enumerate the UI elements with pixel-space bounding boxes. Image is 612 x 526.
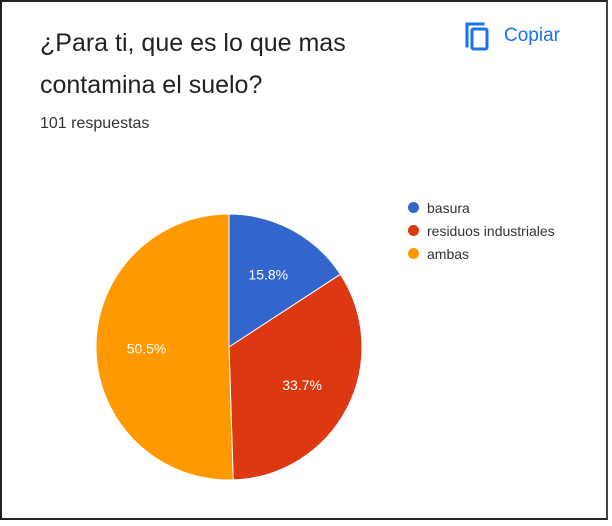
pie-slice-ambas[interactable] <box>95 213 234 481</box>
pie-slice-residuos-industriales[interactable] <box>228 273 363 481</box>
legend-label: residuos industriales <box>427 222 555 239</box>
copy-icon <box>462 20 492 52</box>
legend-label: basura <box>427 199 470 216</box>
slice-label-residuos-industriales: 33.7% <box>282 377 322 393</box>
pie-slice-basura[interactable] <box>228 213 342 348</box>
chart-legend: basura residuos industriales ambas <box>408 196 555 265</box>
pie-chart: 15.8% 33.7% 50.5% <box>95 213 363 481</box>
legend-label: ambas <box>427 245 470 262</box>
legend-item-ambas[interactable]: ambas <box>408 242 555 265</box>
legend-swatch <box>408 202 419 213</box>
copy-label: Copiar <box>504 25 560 46</box>
slice-label-basura: 15.8% <box>248 266 288 282</box>
legend-swatch <box>408 225 419 236</box>
legend-item-residuos-industriales[interactable]: residuos industriales <box>408 219 555 242</box>
response-count: 101 respuestas <box>40 115 150 132</box>
legend-swatch <box>408 248 419 259</box>
question-title: ¿Para ti, que es lo que mas contamina el… <box>40 29 346 99</box>
copy-button[interactable]: Copiar <box>462 20 560 52</box>
slice-label-ambas: 50.5% <box>127 340 167 356</box>
legend-item-basura[interactable]: basura <box>408 196 555 219</box>
